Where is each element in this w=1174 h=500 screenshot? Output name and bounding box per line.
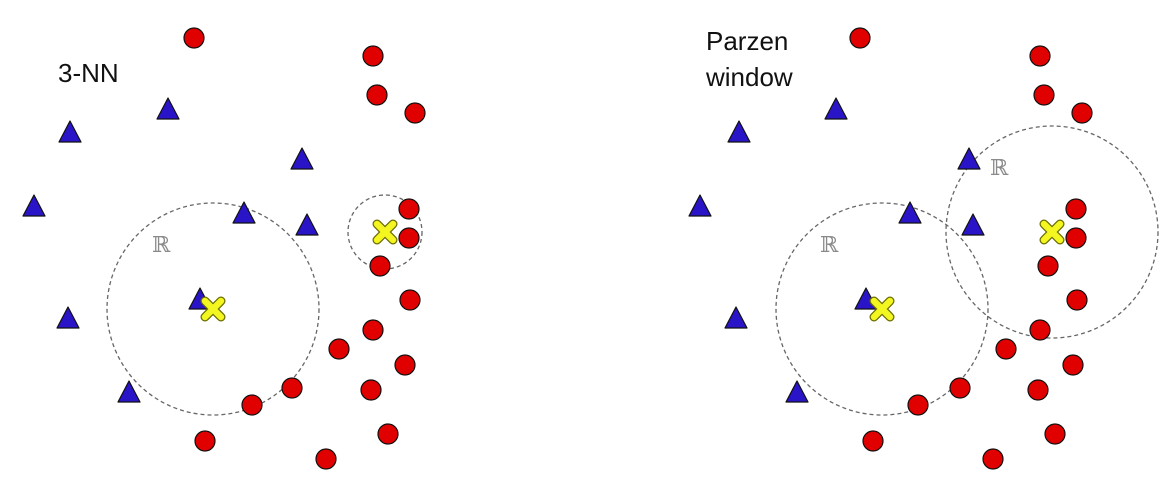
blue-triangle-point (724, 306, 748, 329)
red-circle-point (362, 45, 384, 67)
red-circle-point (360, 379, 382, 401)
red-circle-point (1027, 379, 1049, 401)
red-circle-point (1044, 423, 1066, 445)
red-circle-point (1029, 319, 1051, 341)
red-circle-point (366, 84, 388, 106)
blue-triangle-point (56, 306, 80, 329)
blue-triangle-point (156, 97, 180, 120)
blue-triangle-point (961, 213, 985, 236)
red-circle-point (404, 102, 426, 124)
region-boundary (106, 202, 320, 416)
red-circle-point (1071, 102, 1093, 124)
red-circle-point (394, 354, 416, 376)
query-points (869, 219, 1065, 322)
region-boundary (775, 202, 989, 416)
blue-triangle-point (957, 147, 981, 170)
query-x-point (201, 297, 225, 321)
red-circle-point (1065, 227, 1087, 249)
red-circle-point (995, 338, 1017, 360)
red-circle-point (328, 338, 350, 360)
blue-triangle-point (232, 201, 256, 224)
blue-triangle-point (727, 120, 751, 143)
blue-triangle-point (688, 194, 712, 217)
region-circles (775, 125, 1159, 416)
red-circle-point (369, 255, 391, 277)
red-circle-point (1062, 354, 1084, 376)
query-x-point (870, 297, 894, 321)
red-circle-point (982, 448, 1004, 470)
region-label-right: ℝ (990, 156, 1009, 181)
red-circle-point (362, 319, 384, 341)
red-circle-point (1037, 255, 1059, 277)
query-points (200, 219, 398, 322)
panel-title-parzen-line1: Parzen (706, 26, 788, 56)
red-circle-point (862, 430, 884, 452)
blue-triangle-point (824, 97, 848, 120)
red-circle-point (281, 377, 303, 399)
region-label-left: ℝ (820, 233, 839, 258)
red-circle-point (907, 394, 929, 416)
panel-title-3nn: 3-NN (58, 58, 119, 88)
class-a-points (849, 27, 1093, 470)
red-circle-point (183, 27, 205, 49)
red-circle-point (398, 198, 420, 220)
blue-triangle-point (295, 213, 319, 236)
class-b-points (22, 97, 319, 403)
blue-triangle-point (58, 120, 82, 143)
red-circle-point (399, 289, 421, 311)
region-boundary (945, 125, 1159, 339)
blue-triangle-point (22, 194, 46, 217)
red-circle-point (1033, 84, 1055, 106)
blue-triangle-point (290, 147, 314, 170)
red-circle-point (398, 227, 420, 249)
red-circle-point (1065, 198, 1087, 220)
red-circle-point (377, 423, 399, 445)
red-circle-point (241, 394, 263, 416)
query-x-point (373, 220, 397, 244)
red-circle-point (949, 377, 971, 399)
red-circle-point (1066, 289, 1088, 311)
class-a-points (183, 27, 426, 470)
class-b-points (688, 97, 985, 403)
panel-title-parzen-line2: window (705, 62, 793, 92)
red-circle-point (315, 448, 337, 470)
red-circle-point (194, 430, 216, 452)
blue-triangle-point (898, 201, 922, 224)
blue-triangle-point (785, 380, 809, 403)
panel-parzen-window: Parzen window ℝ ℝ (688, 26, 1159, 470)
query-x-point (1040, 220, 1064, 244)
red-circle-point (849, 27, 871, 49)
region-label: ℝ (152, 233, 171, 258)
blue-triangle-point (117, 380, 141, 403)
red-circle-point (1029, 45, 1051, 67)
panel-3nn: 3-NN ℝ (22, 27, 426, 470)
